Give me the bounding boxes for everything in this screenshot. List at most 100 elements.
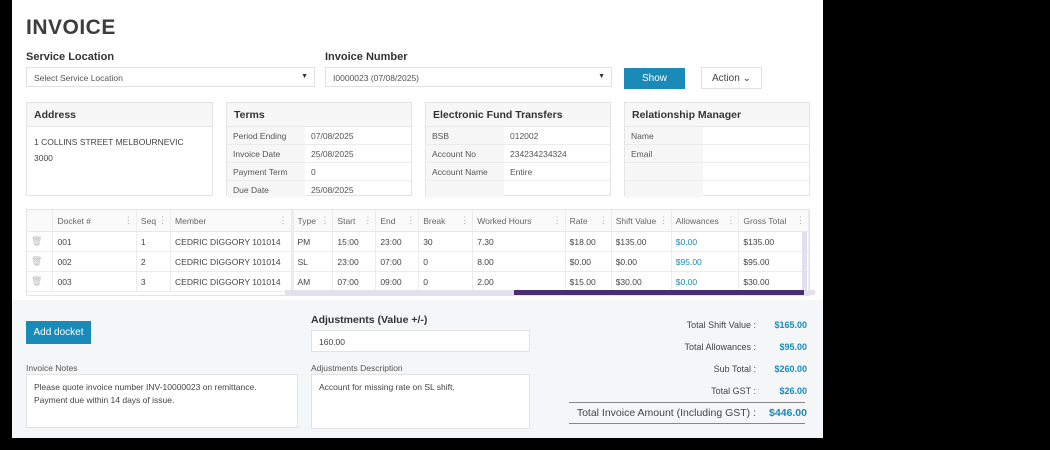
column-menu-icon[interactable]: ⋮ — [363, 215, 373, 225]
invoice-footer: Add docket Adjustments (Value +/-) 160.0… — [12, 300, 823, 438]
docket-grid: Docket # ⋮ Seq ⋮ Member ⋮ Type ⋮ Start ⋮ End ⋮… — [26, 209, 815, 296]
cell-seq: 3 — [136, 271, 172, 292]
cell-rate: $18.00 — [565, 231, 612, 252]
col-actions — [27, 210, 54, 232]
adjustments-description-label: Adjustments Description — [311, 363, 403, 373]
invoice-notes-textarea[interactable]: Please quote invoice number INV-10000023… — [26, 374, 298, 428]
column-menu-icon[interactable]: ⋮ — [598, 215, 608, 225]
terms-card: Terms Period Ending 07/08/2025 Invoice Da… — [226, 102, 412, 198]
manager-value — [703, 163, 809, 180]
allowances-link[interactable]: $95.00 — [671, 251, 740, 272]
terms-key: Due Date — [227, 181, 305, 198]
eft-key: Account Name — [426, 163, 504, 180]
allowances-link[interactable]: $0.00 — [671, 271, 740, 292]
cell-shift-value: $0.00 — [611, 251, 672, 272]
relationship-manager-card: Relationship Manager Name Email — [624, 102, 810, 198]
total-invoice-amount-label: Total Invoice Amount (Including GST) : — [576, 407, 756, 419]
col-allowances[interactable]: Allowances ⋮ — [671, 210, 740, 232]
manager-key — [625, 163, 703, 180]
add-docket-button[interactable]: Add docket — [26, 321, 91, 344]
table-row: 🗑 002 2 CEDRIC DIGGORY 101014 SL 23:00 0… — [27, 251, 809, 272]
manager-value — [703, 145, 809, 162]
cell-seq: 2 — [136, 251, 172, 272]
table-row: 🗑 003 3 CEDRIC DIGGORY 101014 AM 07:00 0… — [27, 271, 809, 292]
column-menu-icon[interactable]: ⋮ — [552, 215, 562, 225]
invoice-number-select[interactable]: I0000023 (07/08/2025) ▼ — [325, 67, 612, 87]
invoice-notes-label: Invoice Notes — [26, 363, 78, 373]
terms-value: 25/08/2025 — [311, 185, 354, 195]
column-menu-icon[interactable]: ⋮ — [460, 215, 470, 225]
cell-type: SL — [292, 251, 334, 272]
column-menu-icon[interactable]: ⋮ — [320, 215, 330, 225]
column-menu-icon[interactable]: ⋮ — [406, 215, 416, 225]
address-line2: 3000 — [34, 153, 53, 163]
cell-type: AM — [292, 271, 334, 292]
address-title: Address — [27, 103, 212, 127]
show-button[interactable]: Show — [624, 68, 685, 89]
total-gst-label: Total GST : — [711, 386, 756, 396]
col-start[interactable]: Start ⋮ — [332, 210, 377, 232]
horizontal-scrollbar-thumb[interactable] — [514, 290, 804, 295]
chevron-down-icon: ⌄ — [742, 73, 751, 84]
cell-member: CEDRIC DIGGORY 101014 — [170, 251, 294, 272]
service-location-select[interactable]: Select Service Location ▼ — [26, 67, 315, 87]
terms-value: 07/08/2025 — [311, 131, 354, 141]
manager-key — [625, 181, 703, 198]
eft-value: Entire — [510, 167, 533, 177]
column-menu-icon[interactable]: ⋮ — [278, 215, 288, 225]
invoice-notes-line2: Payment due within 14 days of issue. — [34, 395, 175, 405]
column-menu-icon[interactable]: ⋮ — [158, 215, 168, 225]
allowances-link[interactable]: $0.00 — [671, 231, 740, 252]
column-menu-icon[interactable]: ⋮ — [658, 215, 668, 225]
col-docket[interactable]: Docket # ⋮ — [52, 210, 137, 232]
col-seq[interactable]: Seq ⋮ — [136, 210, 172, 232]
column-menu-icon[interactable]: ⋮ — [726, 215, 736, 225]
action-label: Action — [712, 73, 740, 84]
col-break[interactable]: Break ⋮ — [418, 210, 474, 232]
cell-docket: 001 — [52, 231, 137, 252]
sub-total-value: $260.00 — [774, 364, 807, 374]
eft-value: 012002 — [510, 131, 539, 141]
cell-hours: 7.30 — [472, 231, 566, 252]
cell-end: 09:00 — [375, 271, 420, 292]
adjustments-input[interactable]: 160.00 — [311, 330, 530, 352]
trash-icon[interactable]: 🗑 — [31, 256, 43, 266]
service-location-placeholder: Select Service Location — [34, 73, 123, 83]
cell-start: 15:00 — [332, 231, 377, 252]
sub-total-label: Sub Total : — [713, 364, 756, 374]
cell-type: PM — [292, 231, 334, 252]
vertical-scrollbar[interactable] — [802, 232, 807, 290]
cell-hours: 8.00 — [472, 251, 566, 272]
caret-down-icon: ▼ — [301, 73, 308, 80]
col-type[interactable]: Type ⋮ — [292, 210, 334, 232]
column-menu-icon[interactable]: ⋮ — [123, 215, 133, 225]
terms-key: Period Ending — [227, 127, 305, 144]
eft-value: 234234234324 — [510, 149, 567, 159]
adjustments-description-textarea[interactable]: Account for missing rate on SL shift. — [311, 374, 530, 429]
cell-member: CEDRIC DIGGORY 101014 — [170, 231, 294, 252]
cell-member: CEDRIC DIGGORY 101014 — [170, 271, 294, 292]
invoice-notes-line1: Please quote invoice number INV-10000023… — [34, 382, 257, 392]
eft-title: Electronic Fund Transfers — [426, 103, 610, 127]
action-dropdown-button[interactable]: Action ⌄ — [701, 67, 762, 89]
eft-key — [426, 181, 504, 198]
column-menu-icon[interactable]: ⋮ — [796, 215, 805, 225]
col-end[interactable]: End ⋮ — [375, 210, 420, 232]
address-line1: 1 COLLINS STREET MELBOURNEVIC — [34, 137, 184, 147]
col-member[interactable]: Member ⋮ — [170, 210, 294, 232]
manager-value — [703, 181, 809, 198]
manager-key: Name — [625, 127, 703, 144]
col-shift-value[interactable]: Shift Value ⋮ — [611, 210, 672, 232]
trash-icon[interactable]: 🗑 — [31, 276, 43, 286]
total-allowances-value: $95.00 — [779, 342, 807, 352]
col-gross-total[interactable]: Gross Total ⋮ — [738, 210, 809, 232]
cell-seq: 1 — [136, 231, 172, 252]
eft-value — [504, 181, 610, 198]
col-worked-hours[interactable]: Worked Hours ⋮ — [472, 210, 566, 232]
trash-icon[interactable]: 🗑 — [31, 236, 43, 246]
col-rate[interactable]: Rate ⋮ — [565, 210, 612, 232]
cell-break: 0 — [418, 271, 474, 292]
terms-title: Terms — [227, 103, 411, 127]
total-allowances-label: Total Allowances : — [684, 342, 756, 352]
cell-shift-value: $30.00 — [611, 271, 672, 292]
